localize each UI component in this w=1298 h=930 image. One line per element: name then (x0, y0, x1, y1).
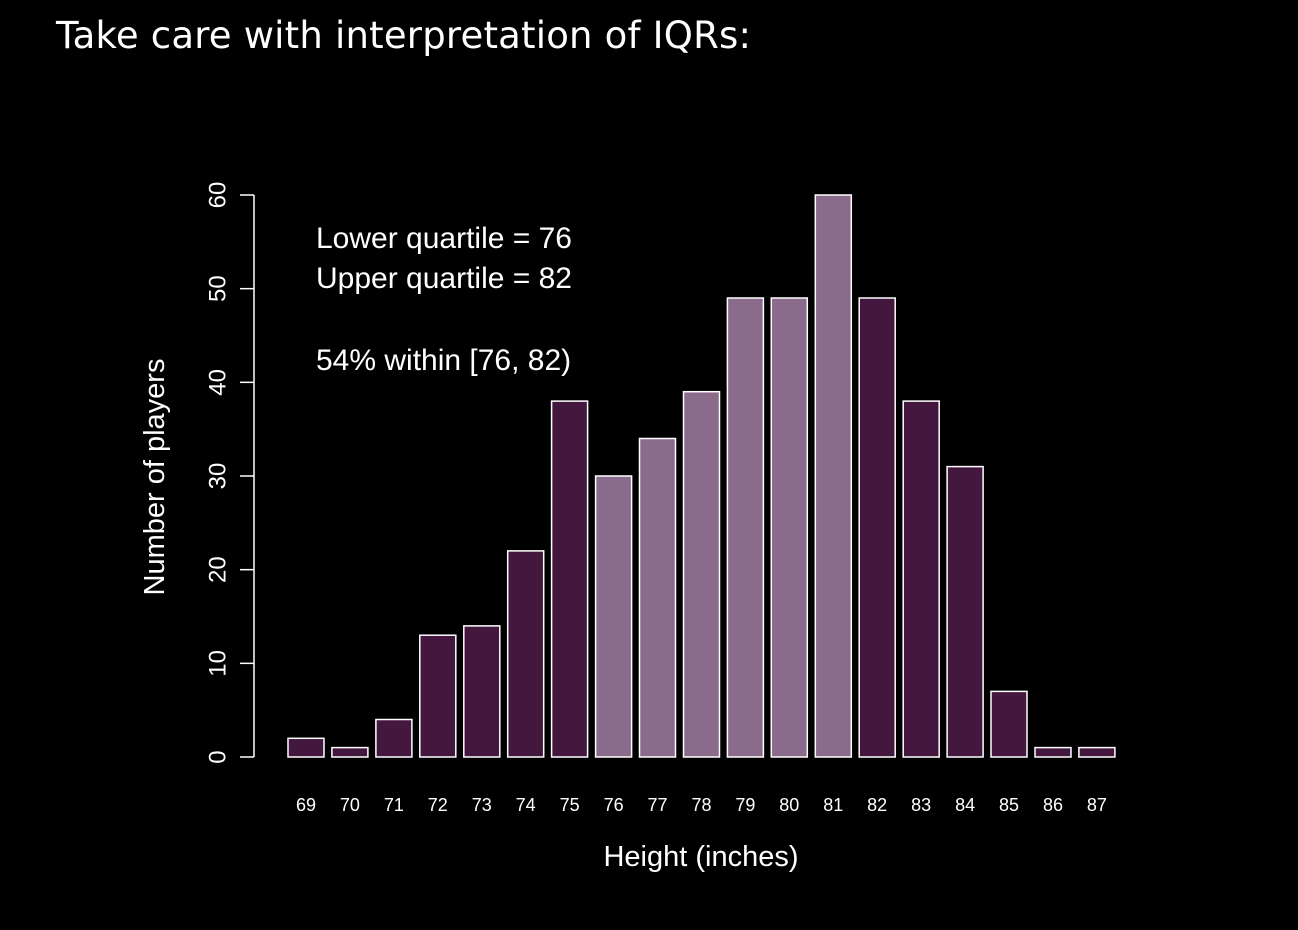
x-tick-label-71: 71 (384, 795, 404, 815)
annotation-percent-within: 54% within [76, 82) (316, 344, 571, 377)
bar-69 (287, 737, 325, 758)
x-tick-label-80: 80 (779, 795, 799, 815)
y-tick-label: 30 (205, 463, 232, 490)
annotation-upper-quartile: Upper quartile = 82 (316, 262, 572, 295)
bar-72 (419, 634, 457, 758)
bar-75 (550, 400, 589, 758)
bar-82 (858, 297, 896, 758)
bar-80 (770, 297, 809, 758)
bar-86 (1034, 746, 1072, 758)
bar-83 (902, 400, 940, 758)
y-tick-label: 20 (205, 556, 232, 583)
x-tick-label-81: 81 (823, 795, 843, 815)
x-tick-label-75: 75 (560, 795, 580, 815)
x-tick-label-87: 87 (1087, 795, 1107, 815)
x-tick-label-84: 84 (955, 795, 975, 815)
x-tick-label-85: 85 (999, 795, 1019, 815)
y-tick-label: 10 (205, 650, 232, 677)
x-tick-label-72: 72 (428, 795, 448, 815)
y-axis: 0 10 20 30 40 50 60 (205, 182, 255, 764)
x-tick-labels: 69 70 71 72 73 74 75 76 77 78 79 80 81 82 83 84 85 86 87 (296, 795, 1107, 815)
x-tick-label-74: 74 (516, 795, 536, 815)
bar-77 (638, 437, 677, 758)
bar-78 (682, 390, 721, 758)
bar-76 (594, 475, 633, 758)
x-tick-label-83: 83 (911, 795, 931, 815)
x-tick-label-78: 78 (691, 795, 711, 815)
x-tick-label-77: 77 (647, 795, 667, 815)
y-tick-label: 60 (205, 182, 232, 209)
y-axis-label: Number of players (139, 359, 171, 596)
bar-71 (375, 718, 413, 758)
bar-79 (726, 297, 765, 758)
bar-84 (946, 465, 984, 758)
y-tick-label: 40 (205, 369, 232, 396)
x-tick-label-79: 79 (735, 795, 755, 815)
x-tick-label-73: 73 (472, 795, 492, 815)
bar-81 (814, 194, 853, 758)
y-tick-label: 0 (205, 750, 232, 763)
annotation-lower-quartile: Lower quartile = 76 (316, 222, 572, 255)
x-tick-label-86: 86 (1043, 795, 1063, 815)
bars (287, 194, 1116, 758)
x-tick-label-82: 82 (867, 795, 887, 815)
bar-85 (990, 690, 1028, 758)
slide-title: Take care with interpretation of IQRs: (56, 14, 752, 57)
bar-70 (331, 746, 369, 758)
x-tick-label-76: 76 (604, 795, 624, 815)
bar-74 (506, 550, 545, 758)
bar-73 (463, 625, 501, 758)
x-tick-label-69: 69 (296, 795, 316, 815)
y-tick-label: 50 (205, 275, 232, 302)
x-axis-label: Height (inches) (603, 841, 798, 873)
x-tick-label-70: 70 (340, 795, 360, 815)
bar-87 (1078, 746, 1116, 758)
